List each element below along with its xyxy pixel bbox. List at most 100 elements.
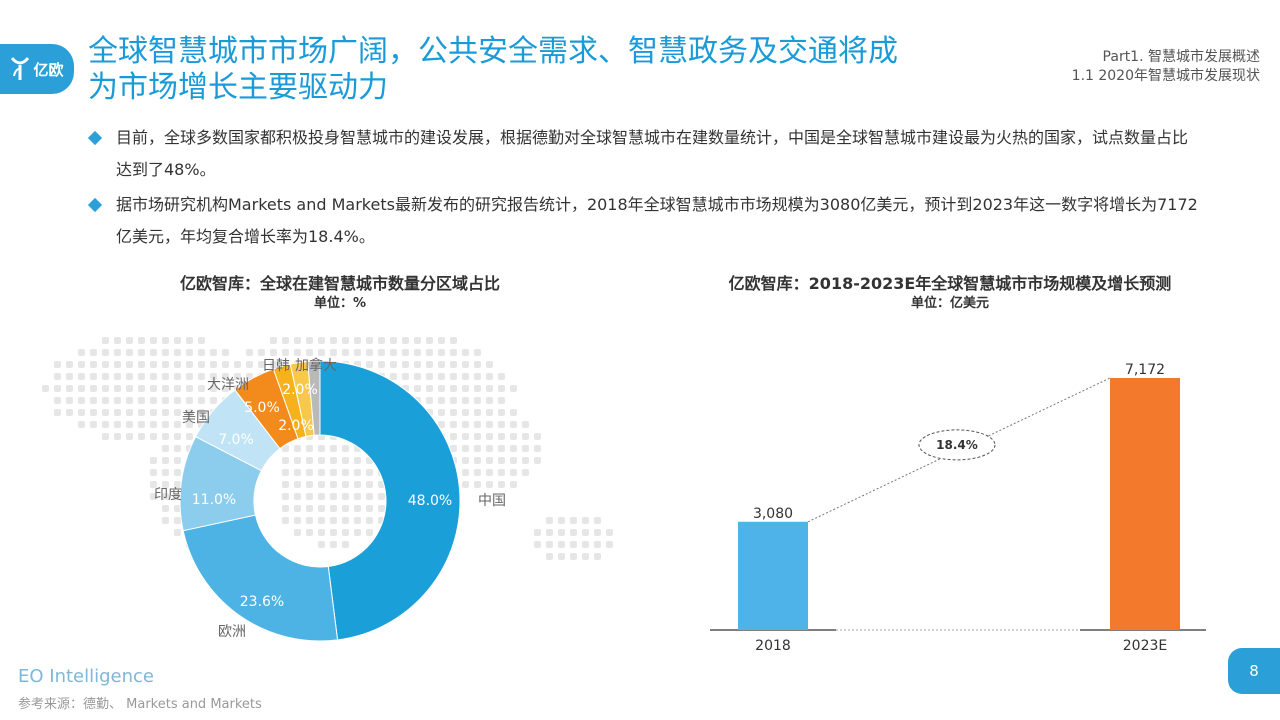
map-dot [414, 385, 421, 392]
map-dot [498, 445, 505, 452]
map-dot [102, 421, 109, 428]
map-dot [126, 337, 133, 344]
map-dot [78, 373, 85, 380]
map-dot [366, 529, 373, 536]
logo-text: 亿欧 [33, 60, 64, 79]
map-dot [462, 397, 469, 404]
bullet-list: 目前，全球多数国家都积极投身智慧城市的建设发展，根据德勤对全球智慧城市在建数量统… [87, 122, 1198, 256]
map-dot [114, 349, 121, 356]
map-dot [510, 457, 517, 464]
map-dot [462, 433, 469, 440]
map-dot [150, 349, 157, 356]
map-dot [318, 505, 325, 512]
map-dot [558, 517, 565, 524]
map-dot [90, 397, 97, 404]
map-dot [210, 361, 217, 368]
map-dot [546, 553, 553, 560]
map-dot [534, 541, 541, 548]
map-dot [462, 373, 469, 380]
map-dot [414, 337, 421, 344]
map-dot [438, 337, 445, 344]
map-dot [414, 361, 421, 368]
map-dot [342, 505, 349, 512]
map-dot [222, 349, 229, 356]
map-dot [150, 373, 157, 380]
bar-value-label: 7,172 [1125, 362, 1165, 378]
map-dot [294, 493, 301, 500]
map-dot [450, 421, 457, 428]
map-dot [174, 349, 181, 356]
map-dot [522, 457, 529, 464]
bar-chart: 3,080 2018 7,172 2023E 18.4% [710, 362, 1206, 654]
map-dot [78, 421, 85, 428]
map-dot [222, 385, 229, 392]
diamond-bullet-icon [87, 130, 103, 146]
map-dot [342, 445, 349, 452]
map-dot [606, 529, 613, 536]
map-dot [186, 433, 193, 440]
donut-slice-中国 [319, 360, 461, 641]
map-dot [294, 517, 301, 524]
map-dot [174, 505, 181, 512]
map-dot [486, 421, 493, 428]
breadcrumb: Part1. 智慧城市发展概述 1.1 2020年智慧城市发展现状 [1072, 48, 1260, 86]
map-dot [510, 433, 517, 440]
map-dot [462, 349, 469, 356]
map-dot [366, 517, 373, 524]
map-dot [462, 445, 469, 452]
map-dot [462, 481, 469, 488]
map-dot [66, 385, 73, 392]
map-dot [294, 445, 301, 452]
map-dot [246, 373, 253, 380]
map-dot [42, 385, 49, 392]
cagr-label: 18.4% [936, 438, 978, 452]
map-dot [594, 553, 601, 560]
map-dot [78, 397, 85, 404]
map-dot [294, 481, 301, 488]
map-dot [162, 505, 169, 512]
page-title-line1: 全球智慧城市市场广阔，公共安全需求、智慧政务及交通将成 [88, 34, 898, 69]
map-dot [126, 349, 133, 356]
map-dot [174, 481, 181, 488]
map-dot [54, 409, 61, 416]
map-dot [498, 373, 505, 380]
map-dot [594, 541, 601, 548]
map-dot [150, 361, 157, 368]
map-dot [162, 409, 169, 416]
map-dot [90, 373, 97, 380]
map-dot [546, 517, 553, 524]
donut-value-label: 11.0% [192, 492, 236, 508]
map-dot [186, 409, 193, 416]
map-dot [186, 349, 193, 356]
map-dot [198, 373, 205, 380]
map-dot [162, 349, 169, 356]
donut-category-label: 大洋洲 [207, 377, 249, 393]
map-dot [54, 361, 61, 368]
map-dot [462, 409, 469, 416]
map-dot [342, 457, 349, 464]
map-dot [390, 361, 397, 368]
map-dot [498, 409, 505, 416]
map-dot [126, 421, 133, 428]
map-dot [162, 517, 169, 524]
map-dot [474, 349, 481, 356]
map-dot [318, 349, 325, 356]
map-dot [450, 445, 457, 452]
map-dot [498, 397, 505, 404]
map-dot [402, 349, 409, 356]
map-dot [450, 409, 457, 416]
map-dot [318, 481, 325, 488]
map-dot [510, 409, 517, 416]
map-dot [474, 481, 481, 488]
map-dot [138, 433, 145, 440]
map-dot [474, 409, 481, 416]
map-dot [210, 373, 217, 380]
map-dot [330, 529, 337, 536]
map-dot [282, 505, 289, 512]
map-dot [306, 493, 313, 500]
map-dot [570, 517, 577, 524]
map-dot [498, 481, 505, 488]
map-dot [138, 397, 145, 404]
map-dot [318, 493, 325, 500]
donut-category-label: 日韩 [262, 358, 290, 374]
